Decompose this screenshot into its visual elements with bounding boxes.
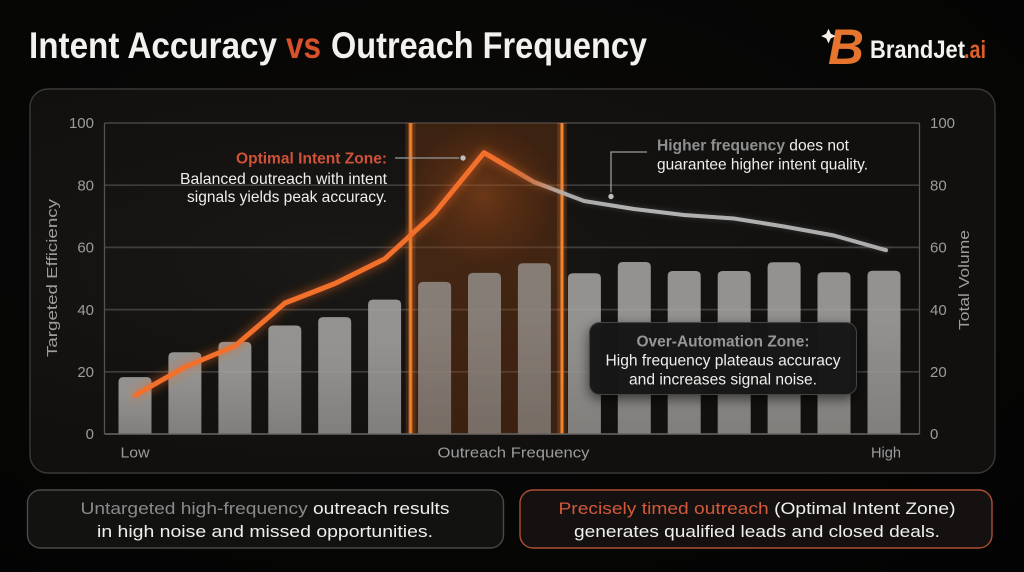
svg-text:80: 80 xyxy=(77,177,94,194)
svg-text:and increases signal noise.: and increases signal noise. xyxy=(629,372,817,389)
svg-text:generates qualified leads and: generates qualified leads and closed dea… xyxy=(574,522,940,541)
svg-text:40: 40 xyxy=(930,302,947,319)
svg-text:100: 100 xyxy=(69,115,94,132)
svg-text:vs: vs xyxy=(286,25,321,66)
svg-text:60: 60 xyxy=(930,240,947,257)
svg-text:Total Volume: Total Volume xyxy=(956,230,973,330)
svg-text:0: 0 xyxy=(86,426,94,443)
svg-text:Optimal Intent Zone:: Optimal Intent Zone: xyxy=(236,151,387,168)
svg-text:40: 40 xyxy=(77,302,94,319)
svg-text:100: 100 xyxy=(930,115,955,132)
svg-text:Low: Low xyxy=(121,445,150,462)
svg-text:Intent Accuracy: Intent Accuracy xyxy=(29,25,277,66)
svg-text:Over-Automation Zone:: Over-Automation Zone: xyxy=(637,334,810,351)
svg-text:80: 80 xyxy=(930,177,947,194)
svg-text:B: B xyxy=(828,19,864,75)
svg-text:in high noise and missed oppor: in high noise and missed opportunities. xyxy=(97,522,433,541)
svg-text:60: 60 xyxy=(77,240,94,257)
svg-text:Precisely timed outreach (Opti: Precisely timed outreach (Optimal Intent… xyxy=(559,499,956,518)
svg-text:Outreach Frequency: Outreach Frequency xyxy=(331,25,647,66)
svg-text:High frequency plateaus accura: High frequency plateaus accuracy xyxy=(606,353,841,370)
svg-text:.ai: .ai xyxy=(964,36,986,64)
svg-text:BrandJet: BrandJet xyxy=(870,36,966,64)
svg-text:signals yields peak accuracy.: signals yields peak accuracy. xyxy=(187,189,387,206)
svg-text:Higher frequency does not: Higher frequency does not xyxy=(657,138,850,155)
svg-text:20: 20 xyxy=(77,364,94,381)
svg-text:Outreach Frequency: Outreach Frequency xyxy=(438,445,591,462)
svg-text:Untargeted high-frequency outr: Untargeted high-frequency outreach resul… xyxy=(81,499,450,518)
svg-text:20: 20 xyxy=(930,364,947,381)
svg-text:Targeted Efficiency: Targeted Efficiency xyxy=(44,198,61,357)
svg-text:Balanced outreach with intent: Balanced outreach with intent xyxy=(180,171,388,188)
svg-text:0: 0 xyxy=(930,426,938,443)
svg-text:guarantee higher intent qualit: guarantee higher intent quality. xyxy=(657,157,868,174)
svg-text:High: High xyxy=(871,445,901,462)
